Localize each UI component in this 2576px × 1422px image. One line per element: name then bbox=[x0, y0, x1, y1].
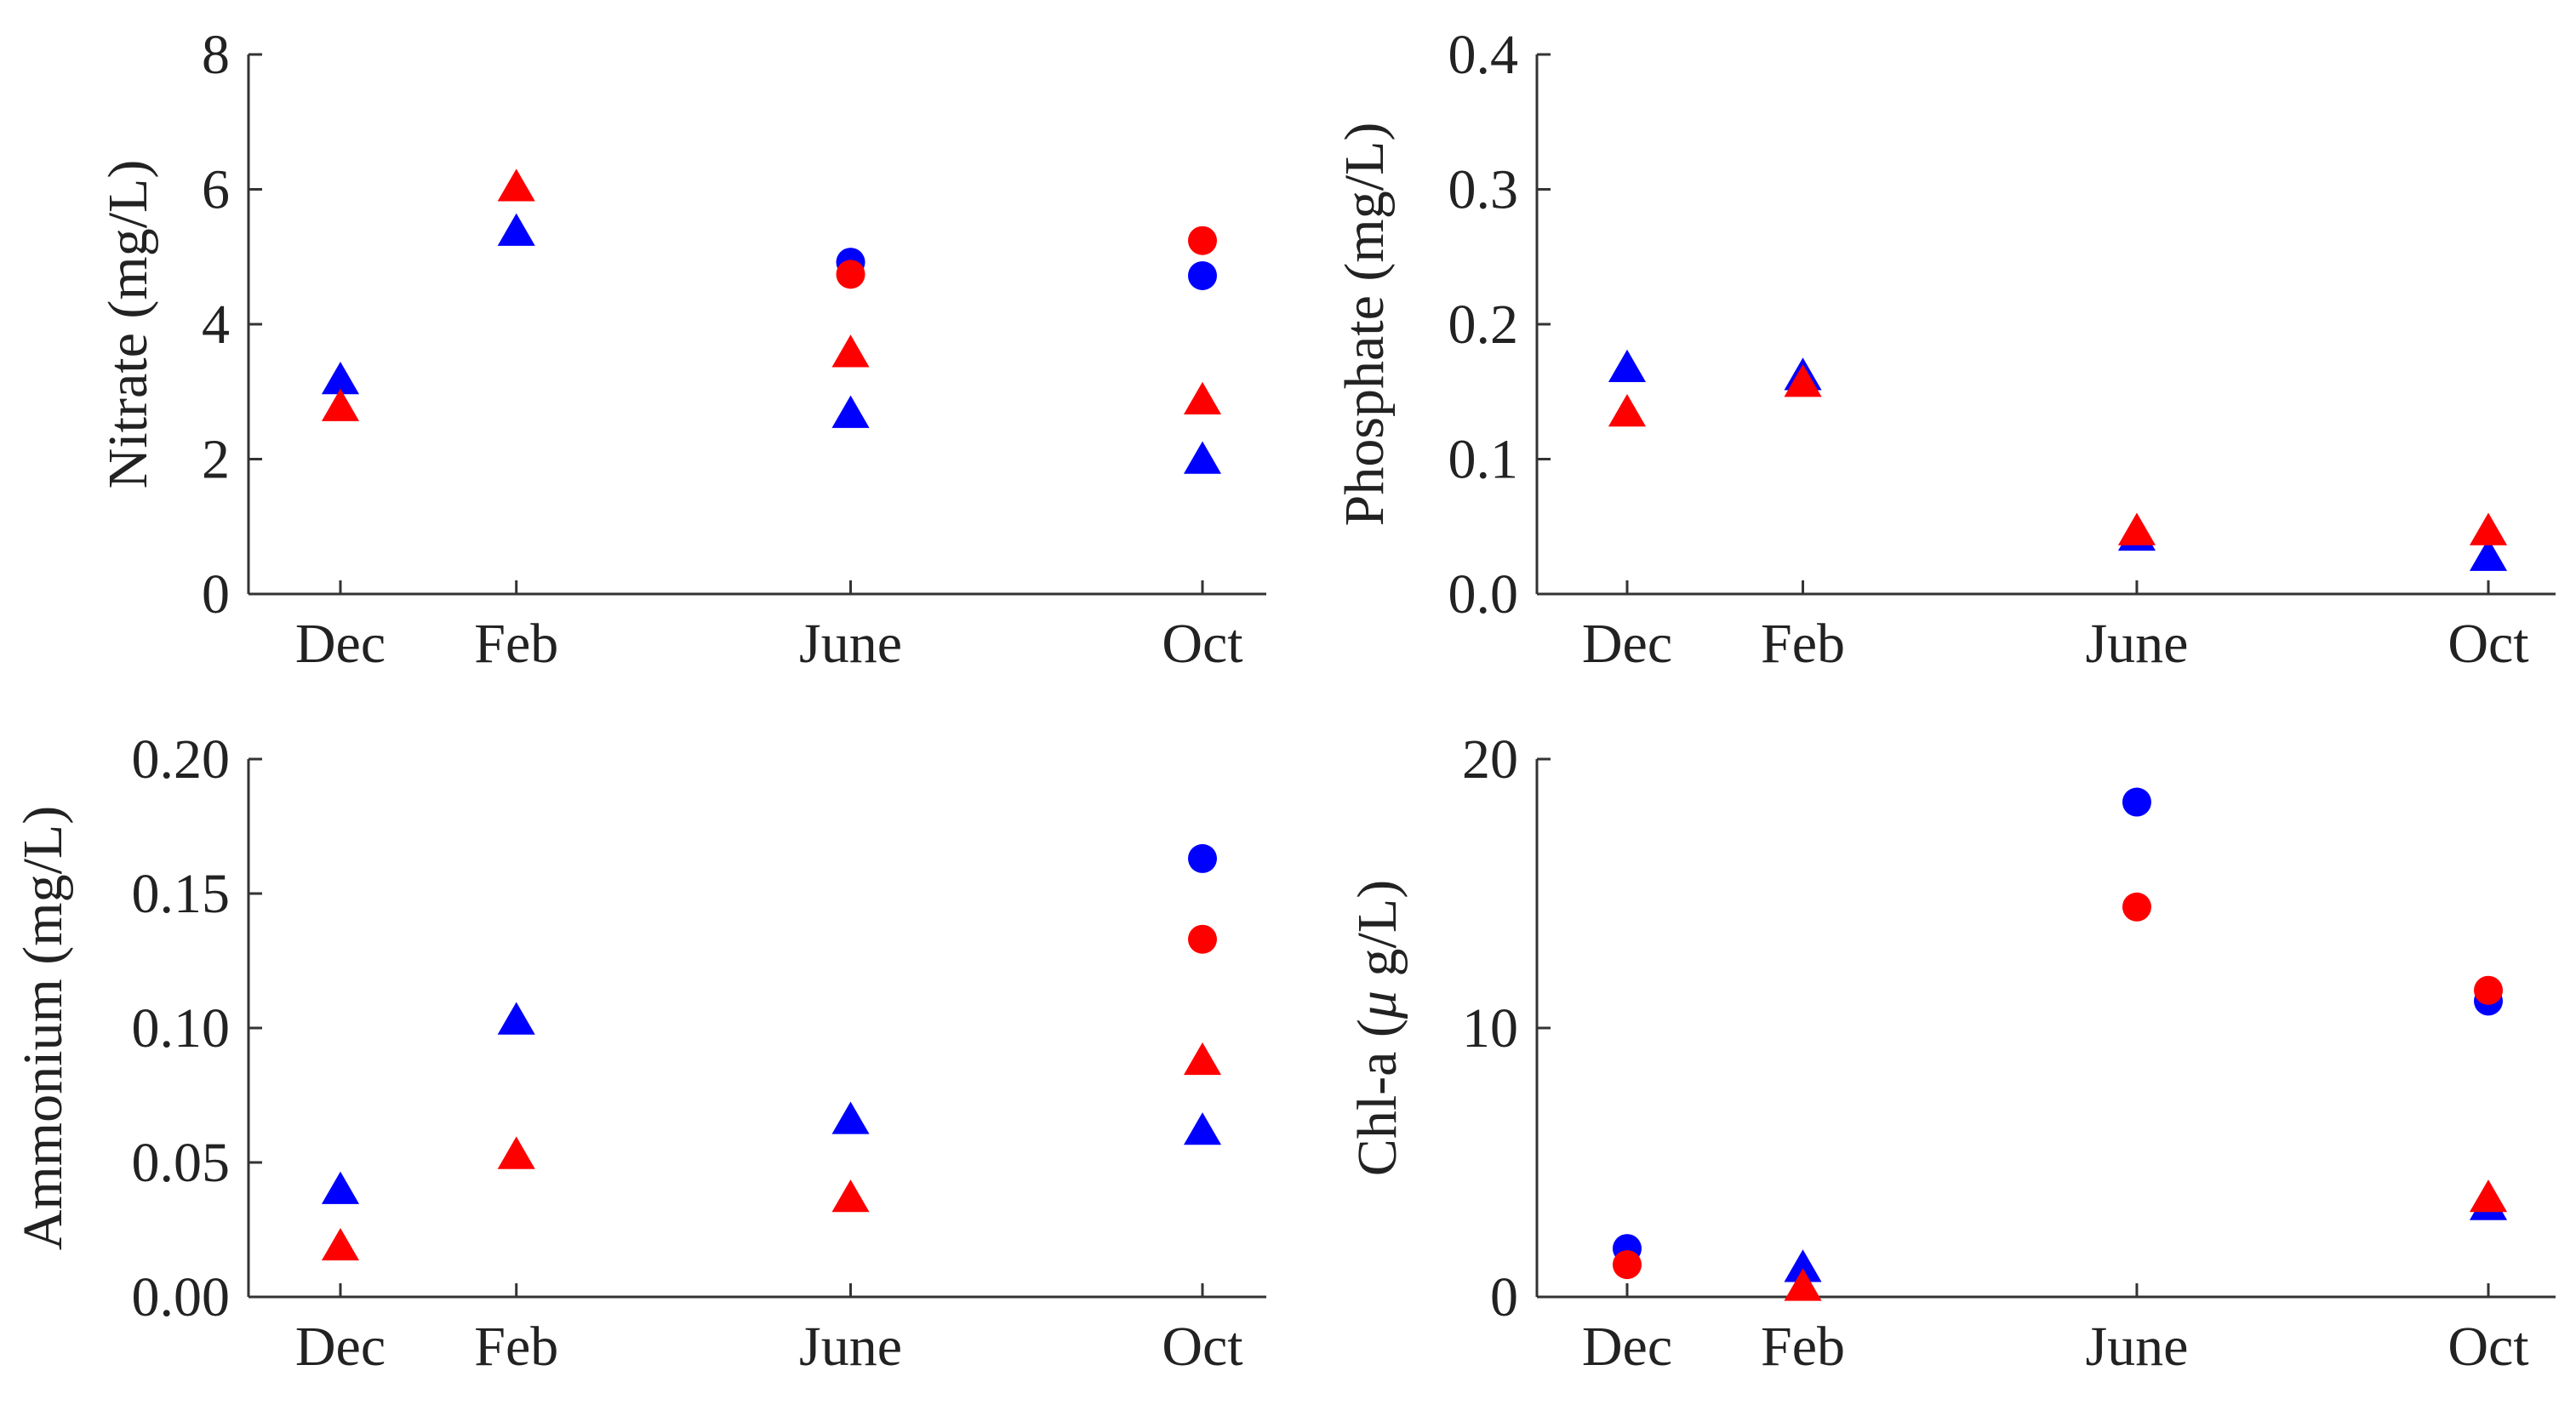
chla-point-circle bbox=[2122, 892, 2151, 922]
ammonium-x-tick-label: Dec bbox=[295, 1316, 386, 1378]
nitrate-point-triangle bbox=[831, 334, 870, 368]
ammonium-point-triangle bbox=[831, 1179, 870, 1213]
ammonium-point-triangle bbox=[497, 1002, 535, 1035]
ammonium-point-triangle bbox=[497, 1136, 535, 1169]
chla-point-triangle bbox=[1784, 1268, 1822, 1301]
ammonium-point-triangle bbox=[321, 1227, 360, 1261]
chla-y-tick-label: 10 bbox=[1462, 997, 1518, 1059]
ammonium-point-circle bbox=[1188, 843, 1217, 873]
phosphate-y-tick-label: 0.3 bbox=[1448, 159, 1519, 221]
ammonium-point-triangle bbox=[1183, 1112, 1222, 1145]
nitrate-point-circle bbox=[1188, 226, 1217, 255]
nitrate-point-circle bbox=[836, 260, 865, 289]
phosphate-x-tick-label: Dec bbox=[1582, 613, 1672, 675]
chla-y-tick-label: 0 bbox=[1490, 1266, 1518, 1328]
nitrate-point-circle bbox=[1188, 260, 1217, 290]
chla-x-tick-label: Dec bbox=[1582, 1316, 1672, 1378]
nitrate-y-tick-label: 6 bbox=[202, 159, 230, 221]
chla-x-tick-label: Feb bbox=[1761, 1316, 1845, 1378]
chla-x-tick-label: June bbox=[2085, 1316, 2188, 1378]
chla-panel: 0 10 20 Dec Feb June Oct Chl-a (μ g/L) bbox=[1346, 728, 2556, 1378]
phosphate-y-tick-label: 0.4 bbox=[1448, 24, 1519, 86]
chla-y-tick-label: 20 bbox=[1462, 728, 1518, 791]
chla-point-circle bbox=[2474, 975, 2503, 1005]
nitrate-point-triangle bbox=[831, 395, 870, 428]
ammonium-y-tick-label: 0.05 bbox=[132, 1132, 231, 1194]
phosphate-point-triangle bbox=[2469, 538, 2508, 571]
phosphate-point-triangle bbox=[2117, 512, 2156, 545]
phosphate-x-tick-label: Oct bbox=[2447, 613, 2528, 675]
nitrate-point-triangle bbox=[1183, 381, 1222, 414]
ammonium-panel: 0.00 0.05 0.10 0.15 0.20 Dec Feb June Oct Ammoniu… bbox=[12, 728, 1266, 1378]
phosphate-y-tick-label: 0.1 bbox=[1448, 429, 1519, 491]
nitrate-panel: 0 2 4 6 8 Dec Feb June Oct Nitrate (mg/L) bbox=[97, 24, 1266, 675]
ammonium-y-tick-label: 0.20 bbox=[132, 728, 231, 791]
nitrate-point-triangle bbox=[321, 361, 360, 395]
ammonium-y-tick-label: 0.00 bbox=[132, 1266, 231, 1328]
nitrate-x-tick-label: June bbox=[799, 613, 902, 675]
nitrate-point-triangle bbox=[497, 213, 535, 246]
nitrate-y-tick-label: 2 bbox=[202, 429, 230, 491]
chla-y-axis-title: Chl-a (μ g/L) bbox=[1346, 880, 1408, 1176]
phosphate-x-tick-label: June bbox=[2085, 613, 2188, 675]
phosphate-y-tick-label: 0.0 bbox=[1448, 563, 1519, 625]
nitrate-point-triangle bbox=[1183, 441, 1222, 474]
chla-point-triangle bbox=[2469, 1179, 2508, 1213]
phosphate-panel: 0.0 0.1 0.2 0.3 0.4 Dec Feb June Oct Phosphate (m… bbox=[1334, 24, 2556, 675]
ammonium-y-axis-title: Ammonium (mg/L) bbox=[12, 806, 74, 1250]
phosphate-y-tick-label: 0.2 bbox=[1448, 294, 1519, 356]
phosphate-point-triangle bbox=[1608, 394, 1647, 427]
chla-point-triangle bbox=[1784, 1249, 1822, 1282]
ammonium-y-tick-label: 0.15 bbox=[132, 863, 231, 925]
nitrate-point-triangle bbox=[497, 168, 535, 202]
nitrate-x-tick-label: Feb bbox=[474, 613, 558, 675]
nitrate-y-tick-label: 8 bbox=[202, 24, 230, 86]
nitrate-point-triangle bbox=[321, 388, 360, 421]
phosphate-point-triangle bbox=[1784, 364, 1822, 397]
chla-x-tick-label: Oct bbox=[2447, 1316, 2528, 1378]
ammonium-x-tick-label: Oct bbox=[1162, 1316, 1242, 1378]
phosphate-point-triangle bbox=[1608, 349, 1647, 382]
nitrate-y-axis-title: Nitrate (mg/L) bbox=[97, 160, 159, 489]
phosphate-point-triangle bbox=[2469, 512, 2508, 545]
ammonium-x-tick-label: Feb bbox=[474, 1316, 558, 1378]
nitrate-x-tick-label: Oct bbox=[1162, 613, 1242, 675]
phosphate-y-axis-title: Phosphate (mg/L) bbox=[1334, 123, 1396, 527]
ammonium-point-triangle bbox=[831, 1101, 870, 1134]
phosphate-x-tick-label: Feb bbox=[1761, 613, 1845, 675]
ammonium-point-triangle bbox=[321, 1171, 360, 1204]
chla-point-circle bbox=[1613, 1250, 1642, 1280]
ammonium-point-circle bbox=[1188, 924, 1217, 954]
nitrate-y-tick-label: 0 bbox=[202, 563, 230, 625]
nitrate-y-tick-label: 4 bbox=[202, 294, 230, 356]
ammonium-point-triangle bbox=[1183, 1042, 1222, 1076]
nitrate-x-tick-label: Dec bbox=[295, 613, 386, 675]
ammonium-y-tick-label: 0.10 bbox=[132, 997, 231, 1059]
chla-point-circle bbox=[2122, 787, 2151, 817]
ammonium-x-tick-label: June bbox=[799, 1316, 902, 1378]
